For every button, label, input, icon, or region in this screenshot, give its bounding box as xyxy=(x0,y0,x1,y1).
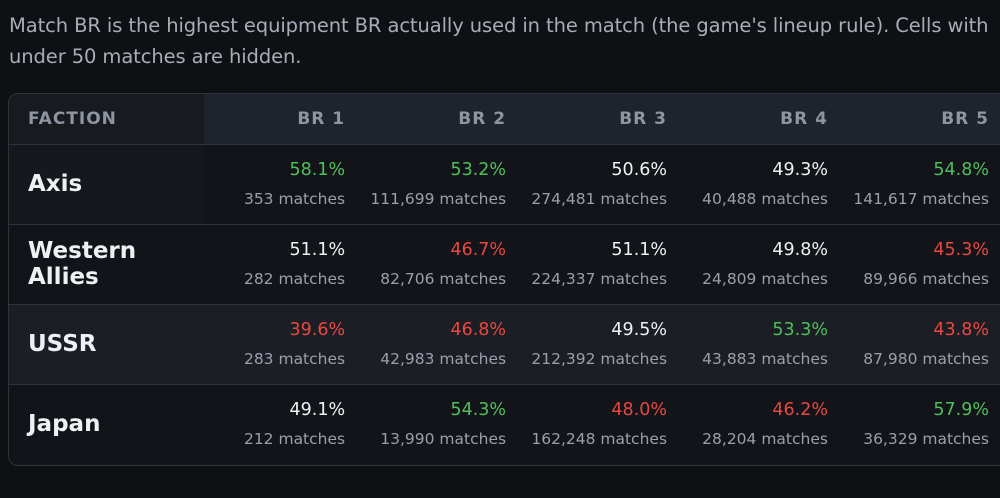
table-row: USSR 39.6% 283 matches 46.8% 42,983 matches 4… xyxy=(9,304,1000,384)
match-count: 89,966 matches xyxy=(863,270,989,288)
stat-cell: 46.2% 28,204 matches xyxy=(687,384,848,464)
winrate-table: FACTION BR 1 BR 2 BR 3 BR 4 BR 5 Axis 58.… xyxy=(9,94,1000,464)
match-count: 28,204 matches xyxy=(702,430,828,449)
stat-cell: 50.6% 274,481 matches xyxy=(526,144,688,224)
stat-cell: 54.3% 13,990 matches xyxy=(365,384,527,464)
win-rate: 39.6% xyxy=(289,320,346,340)
explanation-note: Match BR is the highest equipment BR act… xyxy=(9,14,989,68)
faction-name: Axis xyxy=(9,144,205,224)
stat-cell: 49.5% 212,392 matches xyxy=(526,304,688,384)
win-rate: 46.8% xyxy=(450,320,507,340)
win-rate: 49.3% xyxy=(772,160,828,180)
column-header-br4[interactable]: BR 4 xyxy=(687,94,848,145)
column-header-br3[interactable]: BR 3 xyxy=(526,94,688,145)
stat-cell: 57.9% 36,329 matches xyxy=(847,384,1000,464)
match-count: 24,809 matches xyxy=(702,270,828,288)
table-row: Western Allies 51.1% 282 matches 46.7% 82,70… xyxy=(9,224,1000,304)
match-count: 40,488 matches xyxy=(702,190,828,208)
stat-cell: 46.8% 42,983 matches xyxy=(365,304,527,384)
win-rate: 53.2% xyxy=(450,160,507,180)
column-header-faction[interactable]: FACTION xyxy=(9,94,205,145)
faction-name: USSR xyxy=(9,304,205,384)
column-header-br5[interactable]: BR 5 xyxy=(847,94,1000,145)
stat-cell: 46.7% 82,706 matches xyxy=(365,224,527,304)
win-rate: 58.1% xyxy=(289,160,346,180)
match-count: 87,980 matches xyxy=(863,350,989,368)
match-count: 162,248 matches xyxy=(531,430,668,449)
match-count: 36,329 matches xyxy=(863,430,989,449)
stat-cell: 53.3% 43,883 matches xyxy=(687,304,848,384)
match-count: 224,337 matches xyxy=(531,270,668,288)
match-count: 43,883 matches xyxy=(702,350,828,368)
win-rate: 54.8% xyxy=(933,160,989,180)
stat-cell: 48.0% 162,248 matches xyxy=(526,384,688,464)
stat-cell: 49.8% 24,809 matches xyxy=(687,224,848,304)
match-count: 141,617 matches xyxy=(853,190,989,208)
match-count: 13,990 matches xyxy=(380,430,507,449)
win-rate: 51.1% xyxy=(289,240,346,260)
stat-cell: 45.3% 89,966 matches xyxy=(847,224,1000,304)
win-rate: 53.3% xyxy=(772,320,828,340)
match-count: 274,481 matches xyxy=(531,190,668,208)
win-rate: 54.3% xyxy=(450,400,507,421)
stat-cell: 51.1% 224,337 matches xyxy=(526,224,688,304)
stat-cell: 49.1% 212 matches xyxy=(204,384,366,464)
win-rate: 43.8% xyxy=(933,320,989,340)
win-rate: 49.8% xyxy=(772,240,828,260)
stat-cell: 54.8% 141,617 matches xyxy=(847,144,1000,224)
stat-cell: 39.6% 283 matches xyxy=(204,304,366,384)
match-count: 42,983 matches xyxy=(380,350,507,368)
stat-cell: 49.3% 40,488 matches xyxy=(687,144,848,224)
stat-cell: 58.1% 353 matches xyxy=(204,144,366,224)
win-rate: 45.3% xyxy=(933,240,989,260)
win-rate: 49.1% xyxy=(289,400,346,421)
table-row: Japan 49.1% 212 matches 54.3% 13,990 matches… xyxy=(9,384,1000,464)
match-count: 283 matches xyxy=(243,350,346,368)
faction-name: Western Allies xyxy=(9,224,205,304)
match-count: 353 matches xyxy=(243,190,346,208)
stat-cell: 43.8% 87,980 matches xyxy=(847,304,1000,384)
match-count: 82,706 matches xyxy=(380,270,507,288)
match-count: 212 matches xyxy=(243,430,346,449)
win-rate: 48.0% xyxy=(611,400,668,421)
win-rate: 49.5% xyxy=(611,320,668,340)
match-count: 111,699 matches xyxy=(370,190,507,208)
winrate-table-container: FACTION BR 1 BR 2 BR 3 BR 4 BR 5 Axis 58.… xyxy=(8,93,1000,466)
stat-cell: 53.2% 111,699 matches xyxy=(365,144,527,224)
table-header-row: FACTION BR 1 BR 2 BR 3 BR 4 BR 5 xyxy=(9,94,1000,145)
column-header-br1[interactable]: BR 1 xyxy=(204,94,366,145)
stat-cell: 51.1% 282 matches xyxy=(204,224,366,304)
win-rate: 46.7% xyxy=(450,240,507,260)
column-header-br2[interactable]: BR 2 xyxy=(365,94,527,145)
win-rate: 50.6% xyxy=(611,160,668,180)
table-row: Axis 58.1% 353 matches 53.2% 111,699 matches… xyxy=(9,144,1000,224)
match-count: 282 matches xyxy=(243,270,346,288)
win-rate: 46.2% xyxy=(772,400,828,421)
win-rate: 57.9% xyxy=(933,400,989,421)
win-rate: 51.1% xyxy=(611,240,668,260)
match-count: 212,392 matches xyxy=(531,350,668,368)
faction-name: Japan xyxy=(9,384,205,464)
